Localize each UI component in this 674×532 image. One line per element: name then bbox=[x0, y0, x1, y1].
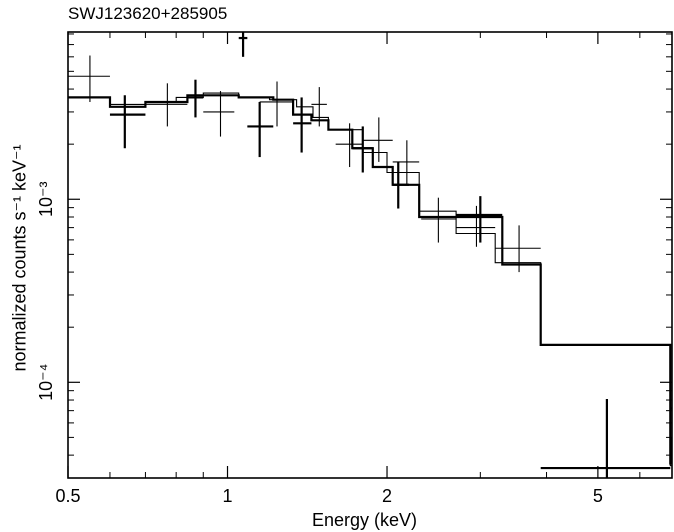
data-point bbox=[203, 91, 235, 137]
data-point bbox=[259, 81, 294, 127]
data-point bbox=[392, 161, 409, 209]
data-point bbox=[362, 117, 393, 162]
data-point bbox=[335, 123, 363, 168]
data-point bbox=[421, 197, 457, 243]
x-tick-label: 1 bbox=[223, 486, 233, 506]
plot-frame bbox=[67, 31, 673, 479]
data-point bbox=[145, 83, 188, 127]
data-points bbox=[68, 32, 673, 478]
chart-title: SWJ123620+285905 bbox=[68, 4, 228, 23]
data-point bbox=[456, 205, 496, 247]
x-axis-label: Energy (keV) bbox=[312, 510, 418, 530]
y-tick-label: 10⁻³ bbox=[36, 181, 56, 217]
x-tick-label: 0.5 bbox=[55, 486, 80, 506]
x-tick-label: 2 bbox=[382, 486, 392, 506]
model-step-line bbox=[68, 94, 672, 465]
data-point bbox=[540, 399, 671, 478]
data-point bbox=[311, 87, 327, 127]
data-point bbox=[392, 140, 420, 185]
data-point bbox=[495, 225, 541, 273]
data-point bbox=[68, 55, 110, 102]
data-point bbox=[293, 97, 312, 153]
data-point bbox=[352, 126, 373, 173]
axis-ticks bbox=[67, 32, 672, 478]
data-point bbox=[247, 101, 274, 158]
data-point bbox=[238, 32, 248, 57]
data-point bbox=[456, 196, 503, 243]
data-point bbox=[109, 95, 146, 149]
y-axis-label: normalized counts s⁻¹ keV⁻¹ bbox=[9, 144, 30, 372]
y-tick-label: 10⁻⁴ bbox=[36, 364, 56, 401]
x-tick-label: 5 bbox=[593, 486, 603, 506]
data-point bbox=[187, 79, 204, 118]
tick-labels: 0.5 1 2 5 10⁻⁴ 10⁻³ bbox=[36, 181, 603, 506]
